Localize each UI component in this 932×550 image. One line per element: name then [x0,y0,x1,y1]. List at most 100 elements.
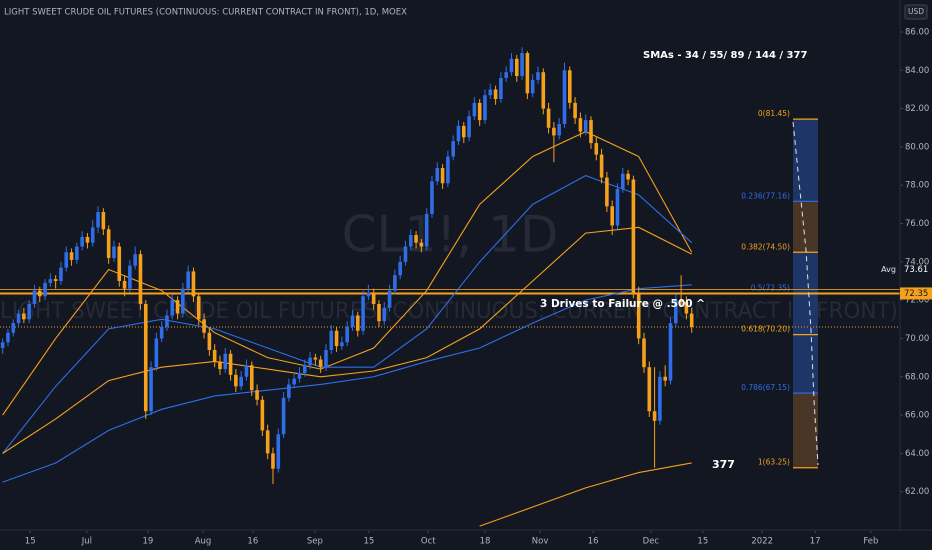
candle-body [435,167,440,182]
y-tick-label: 74.00 [905,257,929,267]
text-layer: LIGHT SWEET CRUDE OIL FUTURES (CONTINUOU… [4,4,932,471]
x-tick-label: 19 [142,537,153,547]
candle-body [48,279,53,283]
candle-body [292,378,296,385]
candle-body [59,267,63,281]
candle-body [345,326,349,343]
candle-body [143,303,148,412]
candle-body [32,290,37,304]
setup-annotation: 3 Drives to Failure @ .500 ^ [540,298,705,310]
candle-body [85,236,90,243]
candle-body [467,116,471,138]
level-price-box [900,287,932,300]
avg-label: Avg [881,265,896,274]
sma-line [2,284,692,483]
y-tick-label: 70.00 [905,334,929,344]
fib-label: 0.618(70.20) [741,325,790,334]
fib-label: 0.382(74.50) [741,242,790,251]
candle-body [530,79,535,94]
candle-body [117,246,122,281]
candle-body [419,242,424,247]
y-tick-label: 78.00 [905,181,929,191]
candle-body [196,296,201,320]
candle-body [350,315,355,327]
candle-body [605,177,609,207]
candle-body [101,212,106,230]
y-tick-label: 68.00 [905,372,929,382]
candle-body [594,143,599,155]
watermark-description: LIGHT SWEET CRUDE OIL FUTURES (CONTINUOU… [0,299,898,324]
candle-body [673,300,678,324]
x-tick-label: Oct [421,537,436,547]
sma-line [2,175,693,454]
candle-body [488,89,493,96]
fib-zigzag [792,121,819,466]
candle-body [456,125,461,142]
plot-layer: 62.00 64.00 66.00 68.00 70.00 72.00 74.00 76.00… [0,27,929,547]
candle-body [631,179,636,293]
candle-body [149,367,153,412]
x-tick-label: 16 [247,537,258,547]
currency-box [904,4,928,20]
fib-band [793,293,818,335]
candle-body [689,313,694,327]
x-tick-label: 2022 [751,537,773,547]
candle-body [393,275,397,291]
candle-body [324,349,328,368]
candle-body [244,365,249,377]
candle-body [477,102,482,121]
candle-body [27,303,31,320]
candle-body [620,173,625,190]
y-tick-label: 84.00 [905,66,929,76]
candle-body [552,127,556,136]
candle-body [6,332,10,343]
candle-body [430,181,434,214]
candle-body [234,374,238,387]
x-tick-label: 16 [588,537,599,547]
candle-body [340,342,344,347]
candle-body [668,323,673,381]
fib-label: 0.236(77.16) [741,191,790,200]
candle-body [567,70,572,103]
candle-body [239,376,243,387]
candle-body [642,338,646,368]
candle-body [610,206,614,226]
candle-body [90,227,95,243]
candle-body [387,290,392,308]
candle-body [414,235,418,243]
candle-body [75,246,79,260]
candle-body [64,252,69,268]
candle-body [228,353,233,375]
candle-body [308,357,312,366]
sma-377-label: 377 [712,458,735,471]
candle-body [599,154,604,178]
candle-body [525,53,530,94]
candle-body [170,300,175,316]
candle-body [408,235,413,247]
candle-body [302,365,307,373]
candle-body [106,229,111,259]
candle-body [589,120,593,144]
candle-body [138,254,143,304]
y-tick-label: 82.00 [905,104,929,114]
candle-body [96,212,100,228]
y-tick-label: 66.00 [905,411,929,421]
candle-body [583,120,588,132]
candle-body [483,95,487,121]
x-tick-label: 18 [480,537,491,547]
candle-body [249,365,254,391]
candle-body [684,302,689,314]
y-tick-label: 76.00 [905,219,929,229]
candle-body [22,313,26,320]
candle-body [679,300,683,303]
y-tick-label: 62.00 [905,487,929,497]
sma-line [2,226,692,454]
candle-body [207,332,212,350]
candle-body [403,246,408,262]
candle-body [461,125,466,138]
candle-body [128,265,132,289]
candle-body [514,58,519,77]
fib-label: 0.786(67.15) [741,383,790,392]
